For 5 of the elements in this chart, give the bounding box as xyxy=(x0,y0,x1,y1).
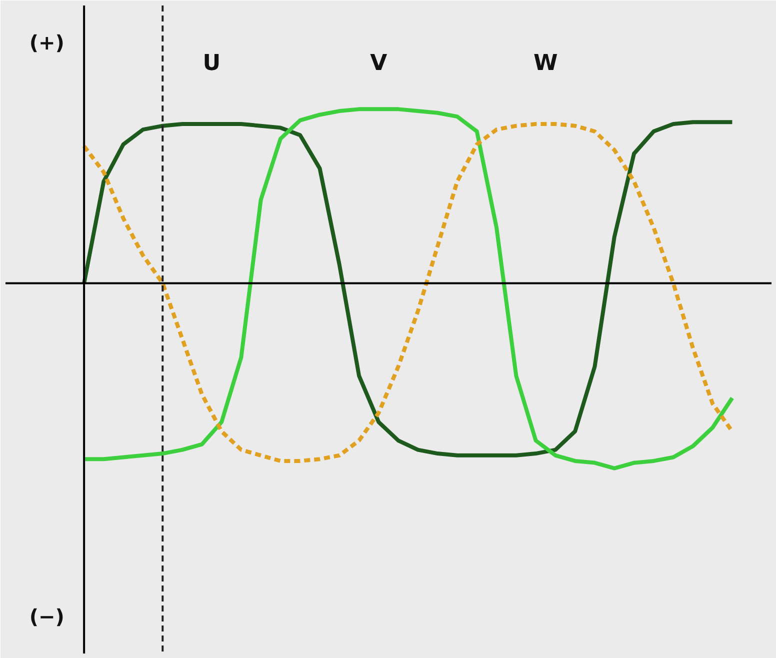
text: (+) xyxy=(29,30,64,55)
series-label: V xyxy=(370,50,388,76)
text: W xyxy=(533,50,558,76)
text: (−) xyxy=(29,604,64,628)
text: U xyxy=(202,50,221,76)
